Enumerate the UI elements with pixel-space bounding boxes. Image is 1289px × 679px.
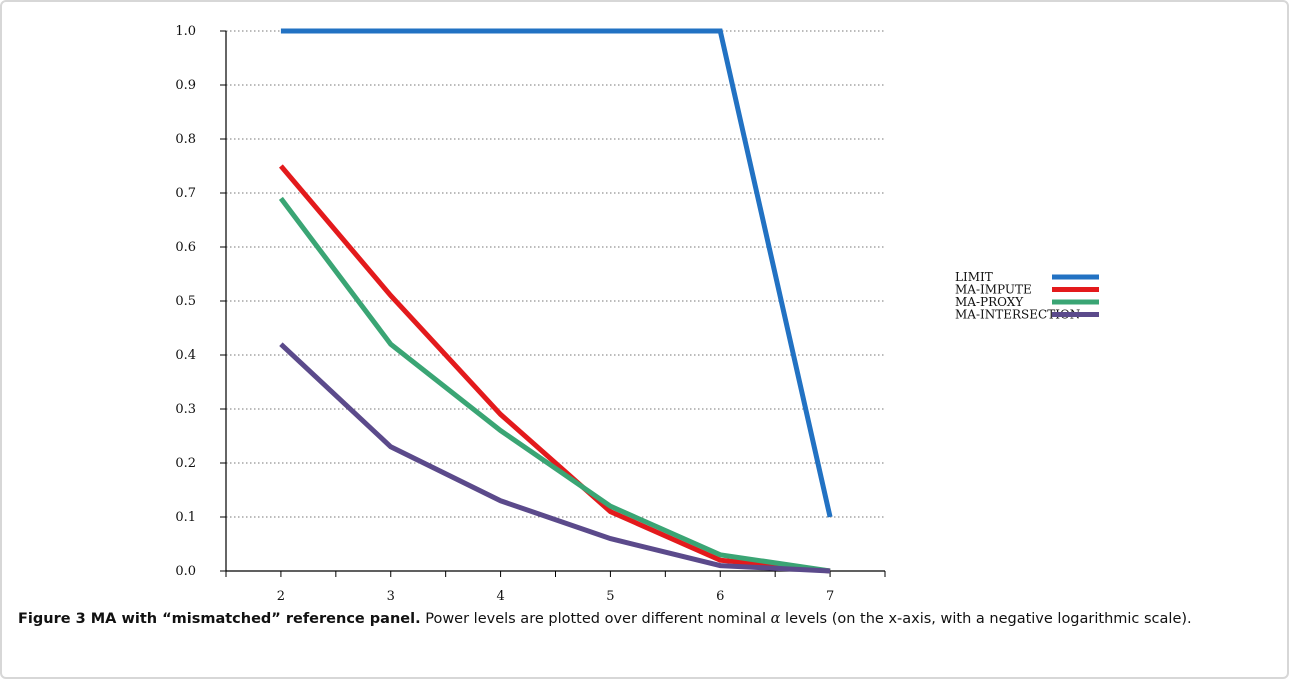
x-tick-label: 4 — [496, 589, 504, 604]
caption-text-2: levels (on the x-axis, with a negative l… — [780, 611, 1192, 627]
caption-text-1: Power levels are plotted over different … — [420, 611, 771, 627]
y-tick-label: 0.7 — [175, 186, 196, 201]
x-tick-label: 3 — [387, 589, 395, 604]
series-line-limit — [280, 28, 833, 518]
y-tick-label: 1.0 — [175, 24, 196, 39]
legend-label-ma-intersection: MA-INTERSECTION — [955, 308, 1080, 322]
y-tick-label: 0.8 — [175, 132, 196, 147]
caption-title: Figure 3 MA with “mismatched” reference … — [18, 611, 421, 627]
y-tick-label: 0.4 — [175, 348, 196, 363]
y-tick-label: 0.0 — [175, 564, 196, 579]
legend-label-limit: LIMIT — [955, 270, 993, 284]
x-tick-label: 7 — [826, 589, 834, 604]
legend-label-ma-impute: MA-IMPUTE — [955, 283, 1032, 297]
series-line-ma-impute — [279, 164, 831, 574]
y-tick-label: 0.1 — [175, 510, 196, 525]
series-line-ma-intersection — [279, 342, 831, 574]
axes: 0.0 0.1 0.2 0.3 0.4 0.5 0.6 0.7 0.8 0.9 1.0 2 3 4 5 6 7 — [175, 24, 886, 604]
line-chart: 0.00.10.20.30.40.50.60.70.80.91.02 3 4 5 6 7 … — [175, 24, 1099, 604]
legend-label-ma-proxy: MA-PROXY — [955, 295, 1024, 309]
series-lines — [278, 28, 833, 574]
caption-alpha-symbol: α — [770, 611, 781, 627]
x-tick-label: 5 — [606, 589, 614, 604]
y-tick-label: 0.9 — [175, 78, 196, 93]
x-tick-label: 2 — [277, 589, 285, 604]
series-line-ma-proxy — [278, 196, 831, 574]
grid-lines — [226, 30, 885, 518]
figure-caption: Figure 3 MA with “mismatched” reference … — [18, 609, 1268, 630]
y-tick-label: 0.6 — [175, 240, 196, 255]
y-tick-label: 0.2 — [175, 456, 196, 471]
y-tick-label: 0.5 — [175, 294, 196, 309]
y-tick-label: 0.3 — [175, 402, 196, 417]
x-tick-label: 6 — [716, 589, 724, 604]
